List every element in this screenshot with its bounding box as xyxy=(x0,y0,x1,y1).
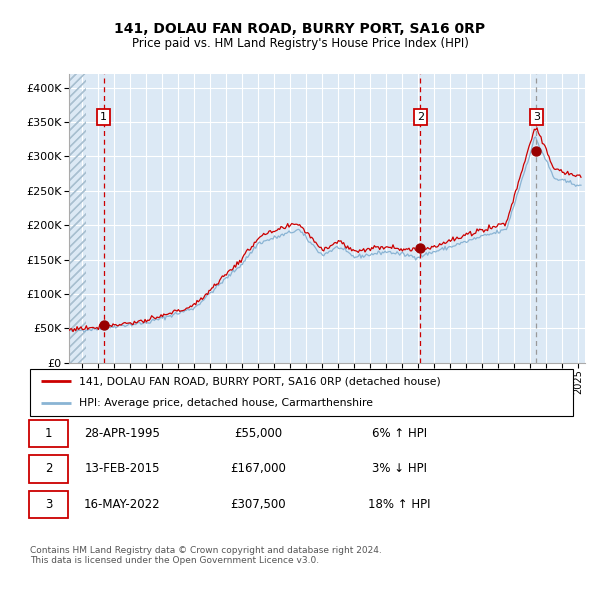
Text: 141, DOLAU FAN ROAD, BURRY PORT, SA16 0RP (detached house): 141, DOLAU FAN ROAD, BURRY PORT, SA16 0R… xyxy=(79,376,440,386)
Text: HPI: Average price, detached house, Carmarthenshire: HPI: Average price, detached house, Carm… xyxy=(79,398,373,408)
Text: £307,500: £307,500 xyxy=(230,497,286,511)
Text: 3: 3 xyxy=(533,112,540,122)
Text: 28-APR-1995: 28-APR-1995 xyxy=(85,427,160,440)
Bar xyxy=(69,74,86,363)
Text: 2: 2 xyxy=(416,112,424,122)
FancyBboxPatch shape xyxy=(29,455,68,483)
Text: 18% ↑ HPI: 18% ↑ HPI xyxy=(368,497,430,511)
Text: 1: 1 xyxy=(45,427,52,440)
Text: 1: 1 xyxy=(100,112,107,122)
Text: £167,000: £167,000 xyxy=(230,462,286,476)
Text: 6% ↑ HPI: 6% ↑ HPI xyxy=(371,427,427,440)
FancyBboxPatch shape xyxy=(29,491,68,518)
Text: 3% ↓ HPI: 3% ↓ HPI xyxy=(372,462,427,476)
Text: Contains HM Land Registry data © Crown copyright and database right 2024.
This d: Contains HM Land Registry data © Crown c… xyxy=(30,546,382,565)
Text: 2: 2 xyxy=(45,462,52,476)
Text: 13-FEB-2015: 13-FEB-2015 xyxy=(85,462,160,476)
Text: £55,000: £55,000 xyxy=(234,427,282,440)
Text: 16-MAY-2022: 16-MAY-2022 xyxy=(84,497,161,511)
Text: 3: 3 xyxy=(45,497,52,511)
Text: Price paid vs. HM Land Registry's House Price Index (HPI): Price paid vs. HM Land Registry's House … xyxy=(131,37,469,50)
Text: 141, DOLAU FAN ROAD, BURRY PORT, SA16 0RP: 141, DOLAU FAN ROAD, BURRY PORT, SA16 0R… xyxy=(115,22,485,37)
FancyBboxPatch shape xyxy=(29,420,68,447)
